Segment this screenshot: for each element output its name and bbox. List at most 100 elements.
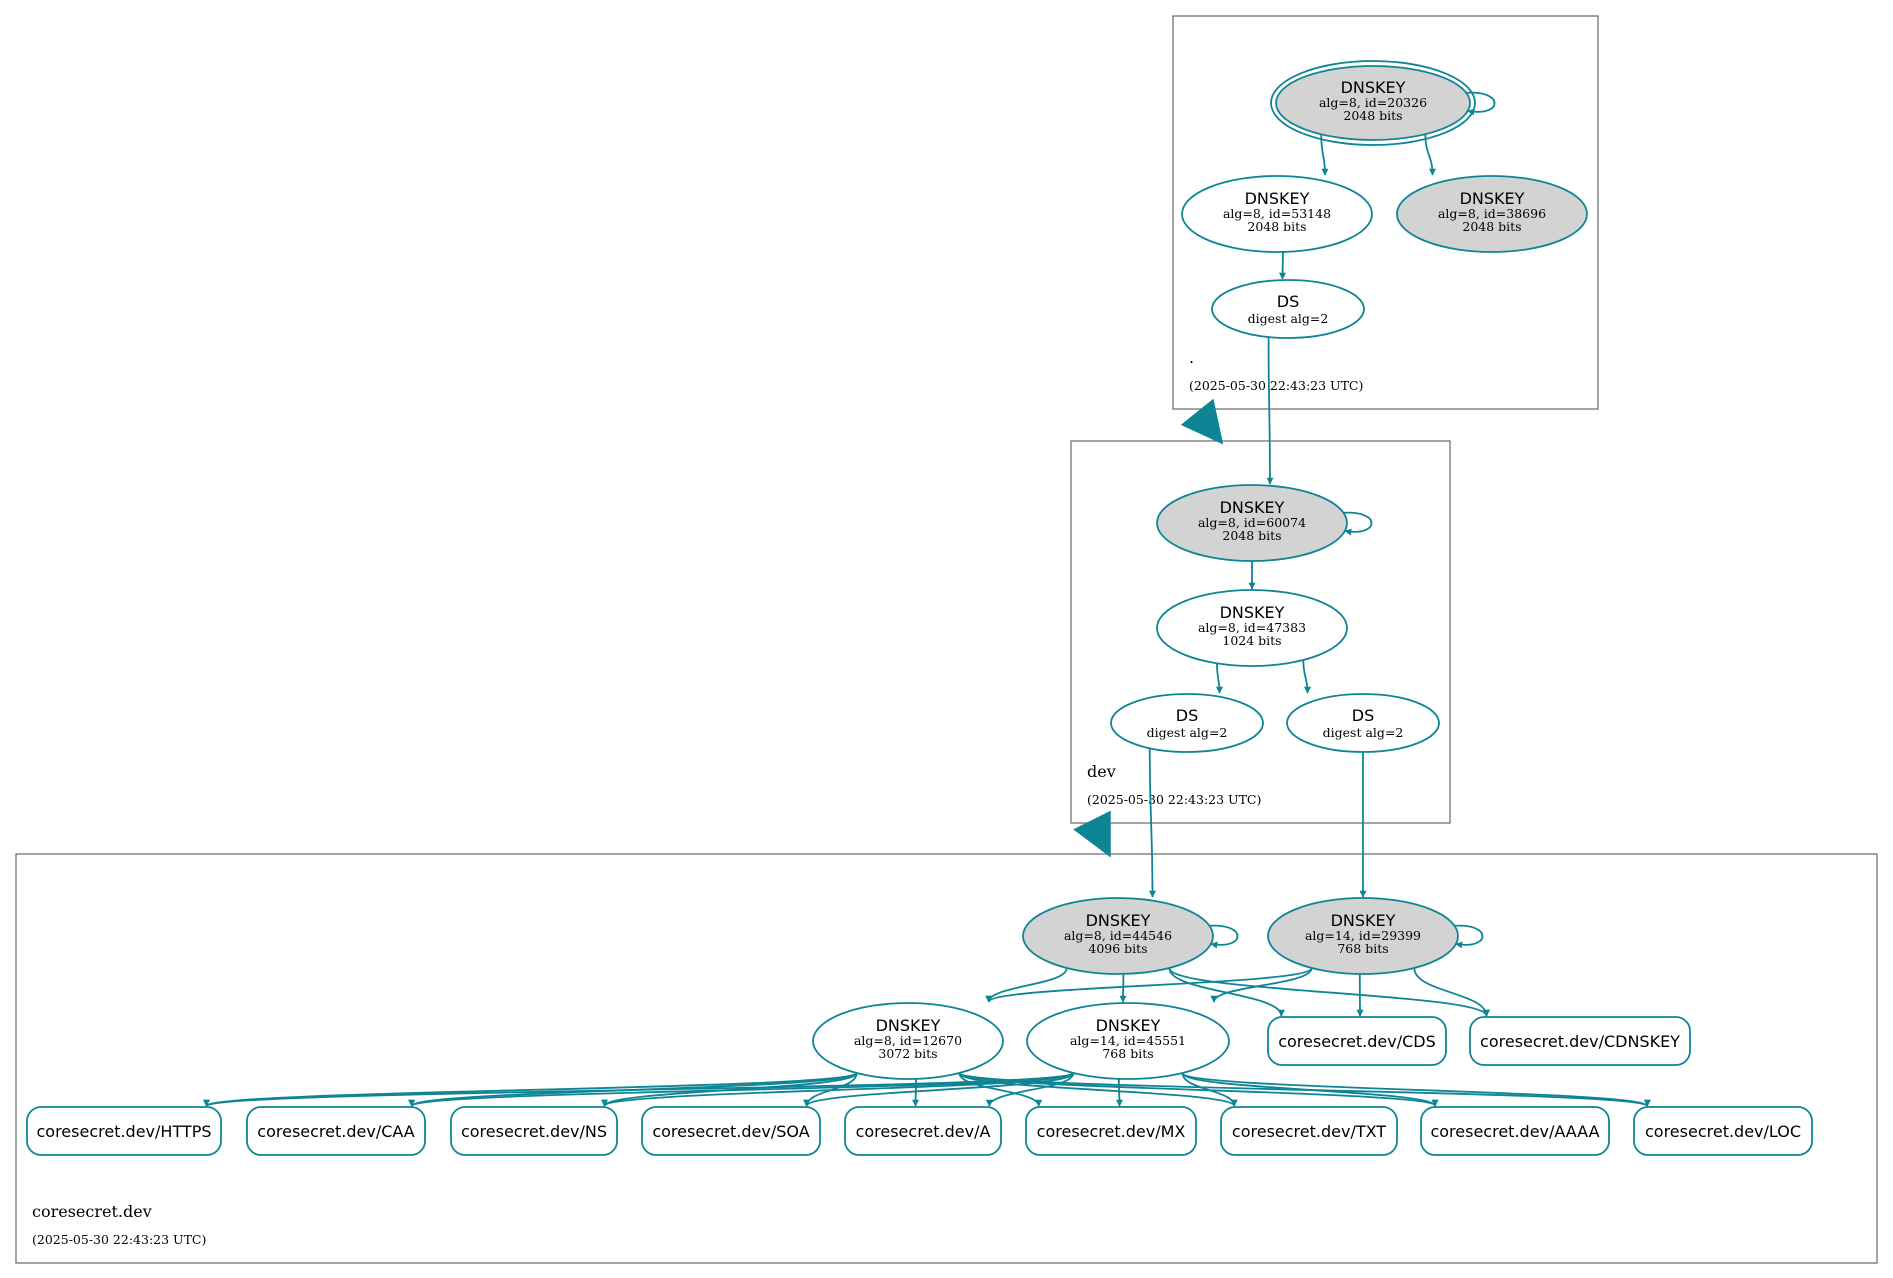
rrset-node-ns[interactable]: coresecret.dev/NS bbox=[450, 1106, 618, 1156]
node-ellipse bbox=[1396, 175, 1588, 253]
node-ellipse bbox=[1211, 279, 1365, 339]
edge-k29399-cdnskey bbox=[1413, 967, 1490, 1017]
edge-k60074-k60074 bbox=[1340, 511, 1373, 536]
rrset-label: coresecret.dev/CDNSKEY bbox=[1480, 1032, 1680, 1051]
rrset-label: coresecret.dev/CDS bbox=[1278, 1032, 1436, 1051]
rrset-label: coresecret.dev/HTTPS bbox=[36, 1122, 211, 1141]
node-title: DNSKEY bbox=[1220, 603, 1285, 622]
rrset-box bbox=[1220, 1106, 1398, 1156]
rrset-label: coresecret.dev/MX bbox=[1037, 1122, 1186, 1141]
zone-timestamp: (2025-05-30 22:43:23 UTC) bbox=[1189, 378, 1363, 393]
edge-k29399-k45551 bbox=[1210, 967, 1313, 1003]
rrset-box bbox=[246, 1106, 426, 1156]
node-title: DS bbox=[1352, 706, 1374, 725]
node-detail: digest alg=2 bbox=[1323, 725, 1404, 740]
node-ellipse bbox=[1286, 693, 1440, 753]
rrset-box bbox=[1267, 1016, 1447, 1066]
rrset-node-a[interactable]: coresecret.dev/A bbox=[844, 1106, 1002, 1156]
zone-name-label: dev bbox=[1087, 762, 1116, 781]
rrset-box bbox=[1420, 1106, 1610, 1156]
rrset-box bbox=[1469, 1016, 1691, 1066]
edge-k12670-aaaa bbox=[958, 1072, 1439, 1107]
node-title: DNSKEY bbox=[1460, 189, 1525, 208]
trust-anchor-ring bbox=[1270, 60, 1476, 146]
node-detail: alg=8, id=20326 bbox=[1319, 95, 1427, 110]
zone-name-label: . bbox=[1189, 348, 1194, 367]
node-title: DNSKEY bbox=[1331, 911, 1396, 930]
rrset-label: coresecret.dev/TXT bbox=[1232, 1122, 1386, 1141]
edge-k44546-k44546 bbox=[1206, 924, 1239, 949]
rrset-box bbox=[1025, 1106, 1197, 1156]
rrset-node-https[interactable]: coresecret.dev/HTTPS bbox=[26, 1106, 222, 1156]
node-detail: alg=8, id=53148 bbox=[1223, 206, 1331, 221]
rrset-box bbox=[1633, 1106, 1813, 1156]
edge-k45551-a bbox=[985, 1072, 1075, 1107]
edge-k47383-dsdev2 bbox=[1302, 659, 1311, 694]
edge-k12670-a bbox=[912, 1078, 920, 1107]
node-ellipse bbox=[1181, 175, 1373, 253]
node-detail: alg=14, id=45551 bbox=[1070, 1033, 1186, 1048]
rrset-label: coresecret.dev/NS bbox=[461, 1122, 607, 1141]
edge-dsdev1-k44546 bbox=[1148, 748, 1156, 898]
delegation-arrow-dev-coresecret bbox=[1073, 810, 1111, 858]
edge-k44546-cdnskey bbox=[1168, 967, 1490, 1017]
zone-dev: dev (2025-05-30 22:43:23 UTC) bbox=[1070, 440, 1451, 824]
node-title: DNSKEY bbox=[1341, 78, 1406, 97]
edge-k12670-txt bbox=[958, 1072, 1238, 1107]
rrset-node-txt[interactable]: coresecret.dev/TXT bbox=[1220, 1106, 1398, 1156]
edge-k29399-k12670 bbox=[985, 967, 1313, 1003]
node-key-size: 2048 bits bbox=[1222, 528, 1281, 543]
zone-border bbox=[15, 853, 1878, 1264]
rrset-box bbox=[26, 1106, 222, 1156]
rrset-box bbox=[641, 1106, 821, 1156]
rrset-node-cdnskey[interactable]: coresecret.dev/CDNSKEY bbox=[1469, 1016, 1691, 1066]
node-title: DS bbox=[1277, 292, 1299, 311]
node-ellipse bbox=[812, 1002, 1004, 1080]
rrset-label: coresecret.dev/SOA bbox=[652, 1122, 809, 1141]
edge-k29399-k29399 bbox=[1451, 924, 1484, 949]
node-title: DS bbox=[1176, 706, 1198, 725]
rrset-node-aaaa[interactable]: coresecret.dev/AAAA bbox=[1420, 1106, 1610, 1156]
node-ellipse bbox=[1267, 897, 1459, 975]
rrset-box bbox=[450, 1106, 618, 1156]
edge-k12670-https bbox=[203, 1072, 858, 1107]
rrset-node-mx[interactable]: coresecret.dev/MX bbox=[1025, 1106, 1197, 1156]
node-key-size: 1024 bits bbox=[1222, 633, 1281, 648]
rrset-node-cds[interactable]: coresecret.dev/CDS bbox=[1267, 1016, 1447, 1066]
edge-dsroot-k60074 bbox=[1266, 337, 1274, 485]
rrset-node-loc[interactable]: coresecret.dev/LOC bbox=[1633, 1106, 1813, 1156]
node-key-size: 2048 bits bbox=[1343, 108, 1402, 123]
edge-k20326-k20326 bbox=[1463, 91, 1496, 116]
node-key-size: 2048 bits bbox=[1247, 219, 1306, 234]
rrset-node-caa[interactable]: coresecret.dev/CAA bbox=[246, 1106, 426, 1156]
node-key-size: 3072 bits bbox=[878, 1046, 937, 1061]
node-key-size: 2048 bits bbox=[1462, 219, 1521, 234]
edge-k44546-cds bbox=[1168, 967, 1285, 1017]
edge-k45551-soa bbox=[803, 1072, 1075, 1107]
node-ellipse bbox=[1110, 693, 1264, 753]
zone-coresecret: coresecret.dev (2025-05-30 22:43:23 UTC) bbox=[15, 853, 1878, 1264]
node-ellipse bbox=[1156, 589, 1348, 667]
node-detail: alg=8, id=38696 bbox=[1438, 206, 1546, 221]
node-ellipse bbox=[1026, 1002, 1230, 1080]
rrset-node-soa[interactable]: coresecret.dev/SOA bbox=[641, 1106, 821, 1156]
node-detail: alg=8, id=47383 bbox=[1198, 620, 1306, 635]
node-title: DNSKEY bbox=[1245, 189, 1310, 208]
node-key-size: 768 bits bbox=[1102, 1046, 1153, 1061]
node-title: DNSKEY bbox=[1096, 1016, 1161, 1035]
zone-timestamp: (2025-05-30 22:43:23 UTC) bbox=[32, 1232, 206, 1247]
edge-k45551-mx bbox=[1115, 1078, 1123, 1107]
zone-border bbox=[1070, 440, 1451, 824]
